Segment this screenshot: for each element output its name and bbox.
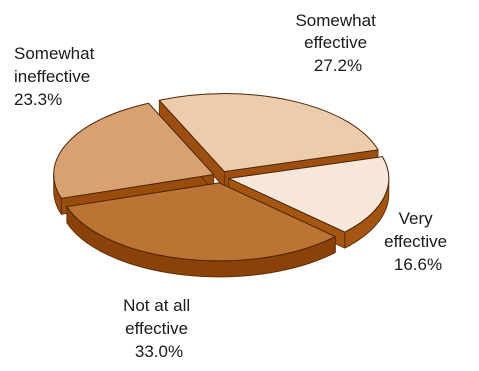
slice-label-somewhat-ineffective: Somewhat ineffective 23.3%	[14, 44, 99, 109]
slice-label-somewhat-effective: Somewhat effective 27.2%	[295, 11, 380, 75]
slice-somewhat-effective-top	[158, 93, 379, 173]
slice-not-at-all-effective-top	[66, 182, 336, 262]
slice-label-very-effective: Very effective 16.6%	[384, 209, 452, 274]
pie-slices	[53, 93, 390, 278]
slice-not-at-all-effective	[66, 182, 336, 278]
slice-somewhat-ineffective	[53, 102, 215, 215]
slice-label-not-at-all-effective: Not at all effective 33.0%	[123, 296, 195, 361]
slice-somewhat-ineffective-top	[53, 102, 215, 199]
slice-very-effective-top	[228, 156, 390, 233]
